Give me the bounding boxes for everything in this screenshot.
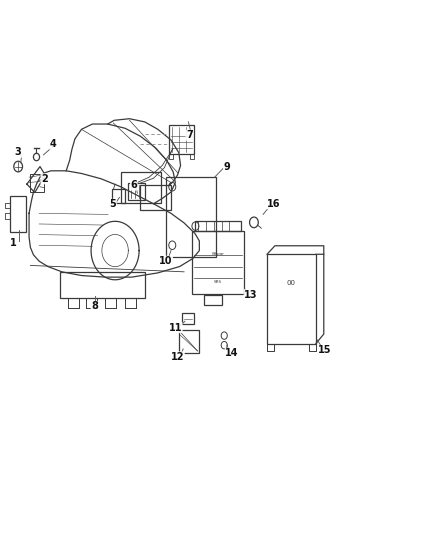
Text: 15: 15: [318, 345, 332, 356]
Text: 8: 8: [91, 301, 98, 311]
Text: 3: 3: [15, 147, 21, 157]
Text: 2: 2: [41, 174, 48, 184]
Text: 9: 9: [223, 161, 230, 172]
Text: 5: 5: [110, 199, 116, 209]
Text: 13: 13: [244, 289, 258, 300]
Text: 4: 4: [49, 139, 57, 149]
Text: 16: 16: [267, 199, 280, 209]
Text: 6: 6: [131, 180, 137, 190]
Text: 7: 7: [186, 130, 193, 140]
Text: 14: 14: [225, 348, 239, 358]
Text: 12: 12: [171, 352, 184, 362]
Text: 10: 10: [159, 256, 173, 266]
Text: 00: 00: [287, 280, 296, 286]
Text: SRS: SRS: [214, 280, 222, 285]
Text: 1: 1: [11, 238, 17, 247]
Text: 11: 11: [169, 322, 182, 333]
Text: Mopar: Mopar: [212, 252, 225, 256]
